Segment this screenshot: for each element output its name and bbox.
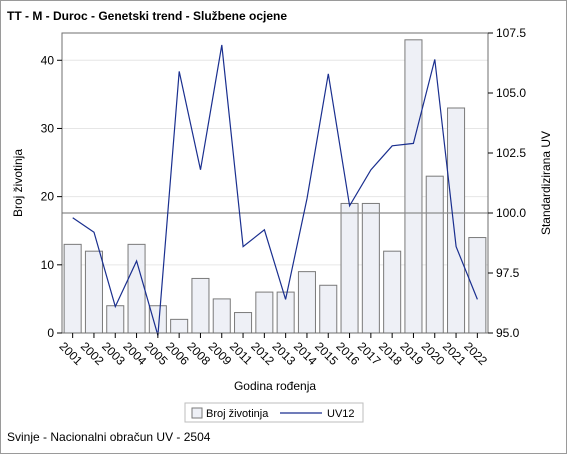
legend-box [184,402,364,423]
y2-tick-label: 107.5 [496,26,526,40]
bar-2001 [63,243,82,334]
y2-tick-label: 102.5 [496,146,526,160]
bar-2003 [106,305,125,334]
bar-2016 [340,202,359,334]
legend-label-line: UV12 [327,408,355,420]
bar-2008 [191,277,210,334]
y2-tick-label: 100.0 [496,206,526,220]
y2-tick-label: 97.5 [496,266,520,280]
y-tick-label: 20 [41,190,55,204]
legend-label-bar: Broj životinja [206,408,269,420]
bar-2021 [447,107,466,334]
bar-2009 [212,298,231,334]
y-tick-label: 40 [41,53,55,67]
x-axis-label: Godina rođenja [234,379,316,393]
y2-axis-label: Standardizirana UV [539,131,553,235]
plot-frame [61,32,489,334]
bar-2014 [297,271,316,334]
bar-2006 [170,318,189,334]
bar-2017 [361,202,380,334]
bar-2019 [404,39,423,334]
bar-2012 [255,291,274,334]
series-line-uv12 [72,44,478,336]
bar-2018 [383,250,402,334]
bar-2002 [84,250,103,334]
footer-text: Svinje - Nacionalni obračun UV - 2504 [7,430,211,444]
x-tick-label: 2001 [57,339,86,368]
y-tick-label: 10 [41,258,55,272]
y-axis-label: Broj životinja [11,149,25,217]
bar-2004 [127,243,146,334]
y-tick-label: 30 [41,121,55,135]
y2-tick-label: 105.0 [496,86,526,100]
y-tick-label: 0 [47,326,54,340]
x-tick-label: 2011 [227,339,255,367]
bar-2020 [425,175,444,334]
legend-swatch-bar [191,407,203,419]
bar-2015 [319,284,338,334]
bar-2011 [234,312,253,334]
chart-title: TT - M - Duroc - Genetski trend - Službe… [7,9,288,23]
y2-tick-label: 95.0 [496,326,520,340]
